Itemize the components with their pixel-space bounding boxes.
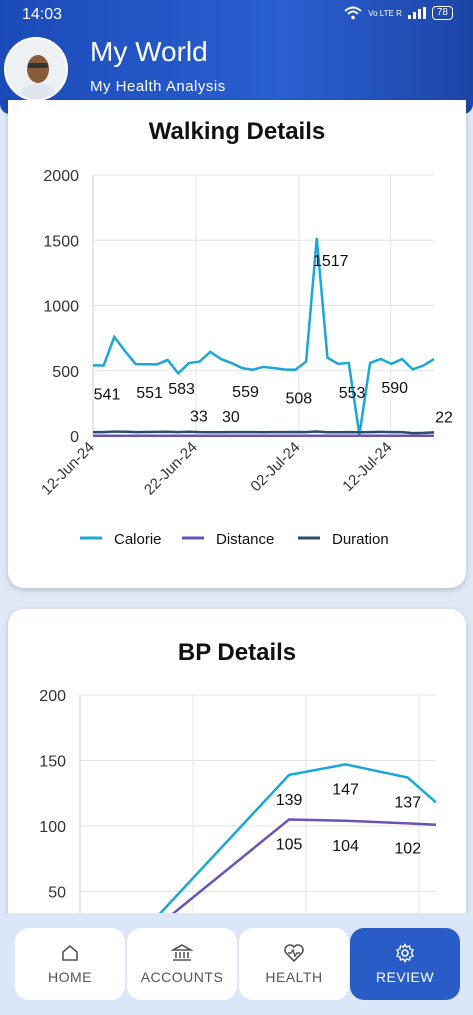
nav-health-label: HEALTH: [265, 969, 323, 985]
data-label: 22: [435, 409, 453, 426]
status-time: 14:03: [22, 6, 63, 23]
series-line-calorie: [92, 237, 435, 435]
data-label: 590: [381, 380, 408, 397]
nav-review-label: REVIEW: [375, 969, 435, 985]
data-label: 33: [190, 409, 208, 426]
y-tick-label: 1500: [43, 233, 79, 250]
data-label: 508: [285, 390, 312, 407]
data-label: 102: [394, 840, 421, 857]
home-icon: [62, 944, 78, 961]
data-label: 559: [232, 384, 259, 401]
y-tick-label: 50: [48, 885, 66, 902]
x-tick-label: 12-Jul-24: [339, 439, 395, 495]
gear-icon: [396, 943, 414, 963]
data-label: 137: [394, 795, 421, 812]
bottom-navigation: HOME ACCOUNTS HEALTH REVIEW: [0, 913, 473, 1015]
data-label: 553: [339, 385, 366, 402]
y-tick-label: 150: [39, 754, 66, 771]
nav-home-button[interactable]: HOME: [15, 928, 125, 1000]
legend-label-calorie: Calorie: [114, 531, 162, 548]
nav-accounts-button[interactable]: ACCOUNTS: [127, 928, 237, 1000]
data-label: 147: [332, 781, 359, 798]
y-tick-label: 1000: [43, 299, 79, 316]
walking-chart: 2000 1500 1000 500 012-Jun-24 22-Jun-24 02-Jul…: [38, 168, 453, 548]
walking-title: Walking Details: [148, 118, 326, 145]
data-label: 105: [276, 836, 303, 853]
x-tick-label: 12-Jun-24: [38, 439, 98, 499]
data-label: 541: [94, 386, 121, 403]
y-tick-label: 200: [39, 688, 66, 705]
avatar[interactable]: [4, 37, 68, 101]
legend-label-distance: Distance: [216, 531, 274, 548]
y-tick-label: 500: [52, 364, 79, 381]
legend-label-duration: Duration: [332, 531, 389, 548]
network-label: Vo LTE R: [368, 8, 402, 18]
nav-accounts-label: ACCOUNTS: [140, 969, 224, 985]
battery-indicator: 78: [431, 6, 453, 20]
status-bar: 14:03 Vo LTE R 78: [0, 0, 473, 28]
bp-chart: 200 150 100 50 139 147 137 105 104 102: [39, 688, 437, 958]
walking-details-card: Walking Details 2000 1500 1000 500 0 12-Jun-2…: [8, 100, 466, 588]
y-tick-label: 0: [70, 429, 79, 446]
data-label: 551: [136, 385, 163, 402]
app-subtitle: My Health Analysis: [90, 78, 226, 95]
nav-health-button[interactable]: HEALTH: [239, 928, 349, 1000]
app-header: 14:03 Vo LTE R 78 My World My Health Ana…: [0, 0, 473, 114]
x-tick-label: 02-Jul-24: [247, 439, 303, 495]
app-title: My World: [90, 36, 208, 67]
data-label: 139: [276, 792, 303, 809]
user-photo: [6, 39, 66, 99]
series-line-duration: [93, 430, 435, 435]
x-tick-label: 22-Jun-24: [141, 439, 201, 499]
status-icons: Vo LTE R 78: [344, 6, 453, 20]
data-label: 583: [168, 381, 195, 398]
series-line-diastolic: [118, 818, 437, 958]
y-tick-label: 100: [39, 819, 66, 836]
heart-pulse-icon: [284, 944, 304, 963]
series-line-systolic: [118, 763, 437, 958]
data-label: 1517: [313, 253, 349, 270]
nav-review-button[interactable]: REVIEW: [350, 928, 460, 1000]
data-label: 104: [332, 838, 359, 855]
signal-icon: [407, 7, 426, 19]
nav-home-label: HOME: [48, 969, 92, 985]
wifi-icon: [344, 6, 362, 20]
bank-icon: [171, 944, 193, 961]
y-tick-label: 2000: [43, 168, 79, 185]
data-label: 30: [222, 409, 240, 426]
bp-title: BP Details: [177, 639, 297, 666]
